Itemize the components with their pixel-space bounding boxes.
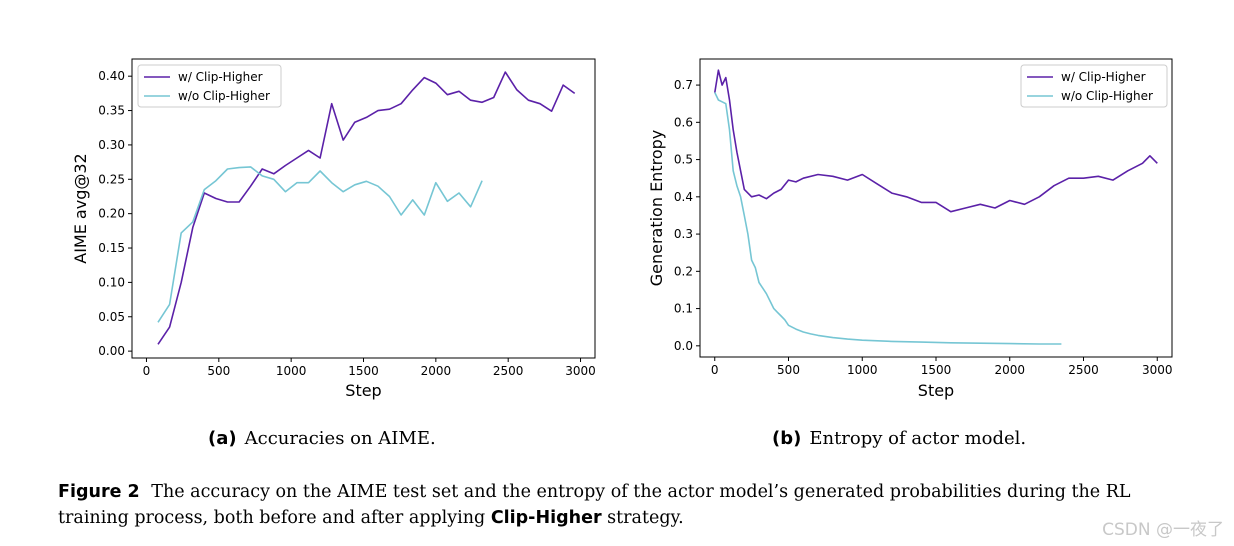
- figure-caption-strategy: Clip-Higher: [490, 508, 602, 528]
- legend-label: w/ Clip-Higher: [178, 70, 263, 84]
- x-tick-label: 2500: [1068, 363, 1099, 377]
- subcaption-b-text: Entropy of actor model.: [809, 428, 1027, 449]
- y-tick-label: 0.00: [98, 344, 125, 358]
- x-tick-label: 500: [207, 364, 230, 378]
- y-tick-label: 0.7: [674, 78, 693, 92]
- figure-label: Figure 2: [58, 482, 140, 502]
- y-tick-label: 0.25: [98, 172, 125, 186]
- legend-label: w/o Clip-Higher: [1061, 89, 1153, 103]
- x-axis-label: Step: [918, 381, 954, 400]
- legend-label: w/ Clip-Higher: [1061, 70, 1146, 84]
- x-tick-label: 0: [143, 364, 151, 378]
- y-tick-label: 0.30: [98, 138, 125, 152]
- y-tick-label: 0.0: [674, 339, 693, 353]
- x-tick-label: 3000: [565, 364, 596, 378]
- y-tick-label: 0.3: [674, 227, 693, 241]
- legend-box: [1020, 64, 1168, 108]
- legend: w/ Clip-Higher w/o Clip-Higher: [137, 64, 282, 108]
- x-tick-label: 0: [711, 363, 719, 377]
- x-tick-label: 1000: [276, 364, 307, 378]
- series-line-without-clip-higher: [714, 92, 1062, 345]
- watermark: CSDN @一夜了: [1102, 520, 1224, 540]
- legend-label: w/o Clip-Higher: [178, 89, 270, 103]
- series-line-with-clip-higher: [157, 71, 576, 345]
- legend: w/ Clip-Higher w/o Clip-Higher: [1020, 64, 1168, 108]
- figure-caption-text-1: The accuracy on the AIME test set and th…: [58, 482, 1131, 528]
- x-tick-label: 3000: [1142, 363, 1173, 377]
- x-tick-label: 1500: [921, 363, 952, 377]
- x-axis-label: Step: [345, 381, 381, 400]
- x-tick-label: 2500: [493, 364, 524, 378]
- y-tick-label: 0.1: [674, 302, 693, 316]
- y-tick-label: 0.35: [98, 104, 125, 118]
- y-tick-label: 0.40: [98, 69, 125, 83]
- x-tick-label: 2000: [994, 363, 1025, 377]
- y-tick-label: 0.5: [674, 153, 693, 167]
- x-tick-label: 500: [777, 363, 800, 377]
- y-tick-label: 0.4: [674, 190, 693, 204]
- y-tick-label: 0.15: [98, 241, 125, 255]
- subcaption-b: (b) Entropy of actor model.: [772, 428, 1026, 449]
- legend-box: [137, 64, 282, 108]
- chart-panel-b: 0 500 1000 1500 2000 2500 3000 0.0 0.1 0.2 0.3 0.4 0…: [647, 58, 1173, 400]
- series-line-with-clip-higher: [714, 69, 1158, 213]
- x-tick-label: 1000: [847, 363, 878, 377]
- x-tick-label: 2000: [421, 364, 452, 378]
- y-tick-label: 0.10: [98, 275, 125, 289]
- y-tick-label: 0.2: [674, 264, 693, 278]
- subcaption-a: (a) Accuracies on AIME.: [208, 428, 436, 449]
- y-tick-label: 0.05: [98, 310, 125, 324]
- figure-caption: Figure 2 The accuracy on the AIME test s…: [58, 479, 1198, 531]
- series-line-without-clip-higher: [157, 166, 483, 323]
- y-axis-label: AIME avg@32: [71, 153, 90, 263]
- y-tick-label: 0.20: [98, 207, 125, 221]
- subcaption-a-text: Accuracies on AIME.: [244, 428, 436, 449]
- y-axis-label: Generation Entropy: [647, 130, 666, 287]
- figure-caption-text-2: strategy.: [607, 508, 684, 528]
- chart-panel-a: 0 500 1000 1500 2000 2500 3000 0.00 0.05 0.10 0.15…: [71, 58, 596, 400]
- x-tick-label: 1500: [348, 364, 379, 378]
- subcaption-a-tag: (a): [208, 428, 237, 449]
- subcaption-b-tag: (b): [772, 428, 802, 449]
- y-tick-label: 0.6: [674, 115, 693, 129]
